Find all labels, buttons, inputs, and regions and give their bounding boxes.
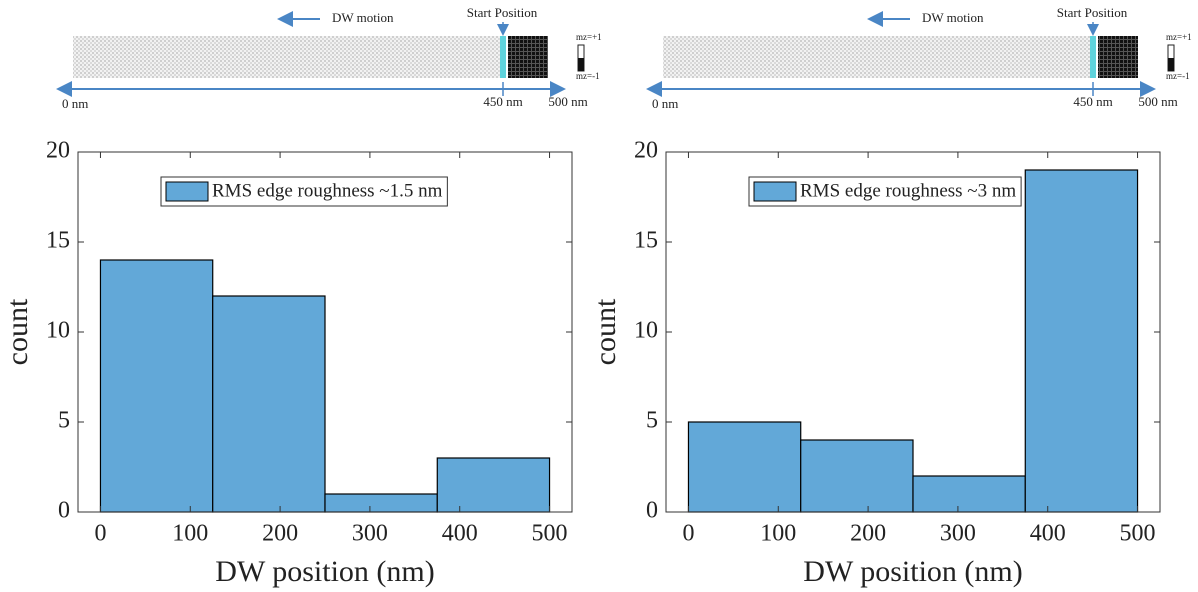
- axis-label: 0 nm: [652, 96, 678, 111]
- histogram-bar: [436, 457, 551, 513]
- x-tick-label: 300: [352, 521, 388, 547]
- y-tick-label: 5: [646, 408, 658, 434]
- colorbar-label: mz=-1: [576, 71, 600, 81]
- y-tick-label: 0: [646, 498, 658, 524]
- y-tick-label: 10: [46, 318, 70, 344]
- y-tick-label: 10: [634, 318, 658, 344]
- histogram-bar: [99, 259, 214, 513]
- colorbar-label: mz=-1: [1166, 71, 1190, 81]
- histogram-bar: [912, 475, 1026, 513]
- colorbar-label: mz=+1: [1166, 32, 1192, 42]
- x-tick-label: 500: [532, 521, 568, 547]
- legend-box: [160, 176, 448, 207]
- x-tick-label: 200: [850, 521, 886, 547]
- nanowire-strip: [663, 36, 1093, 78]
- histogram-bar: [800, 439, 914, 513]
- start-label: Start Position: [1057, 5, 1128, 20]
- y-tick-label: 15: [46, 228, 70, 254]
- histogram-bar: [687, 421, 802, 513]
- colorbar-label: mz=+1: [576, 32, 602, 42]
- x-tick-label: 100: [760, 521, 796, 547]
- start-label: Start Position: [467, 5, 538, 20]
- domain-down: [508, 36, 548, 78]
- nanowire-strip: [73, 36, 503, 78]
- motion-label: DW motion: [332, 10, 394, 25]
- legend-label: RMS edge roughness ~1.5 nm: [212, 180, 443, 201]
- legend-label: RMS edge roughness ~3 nm: [800, 180, 1016, 201]
- x-tick-label: 0: [94, 521, 106, 547]
- y-tick-label: 20: [46, 138, 70, 164]
- axis-label: 450 nm: [1073, 94, 1112, 109]
- axis-label: 500 nm: [1138, 94, 1177, 109]
- histogram-bar: [324, 493, 438, 513]
- histogram-bar: [1024, 169, 1139, 513]
- legend-swatch: [165, 181, 209, 202]
- histogram-bar: [212, 295, 326, 513]
- x-tick-label: 200: [262, 521, 298, 547]
- colorbar-dark: [1168, 58, 1174, 71]
- y-tick-label: 20: [634, 138, 658, 164]
- x-tick-label: 500: [1120, 521, 1156, 547]
- x-tick-label: 0: [682, 521, 694, 547]
- x-tick-label: 400: [442, 521, 478, 547]
- y-axis-label: count: [589, 298, 622, 365]
- x-tick-label: 400: [1030, 521, 1066, 547]
- motion-label: DW motion: [922, 10, 984, 25]
- y-tick-label: 15: [634, 228, 658, 254]
- domain-down: [1098, 36, 1138, 78]
- y-tick-label: 0: [58, 498, 70, 524]
- axis-label: 0 nm: [62, 96, 88, 111]
- x-tick-label: 100: [172, 521, 208, 547]
- domain-wall: [500, 36, 506, 78]
- x-axis-label: DW position (nm): [215, 555, 434, 588]
- x-axis-label: DW position (nm): [803, 555, 1022, 588]
- legend-swatch: [753, 181, 797, 202]
- axis-label: 500 nm: [548, 94, 587, 109]
- y-axis-label: count: [1, 298, 34, 365]
- x-tick-label: 300: [940, 521, 976, 547]
- y-tick-label: 5: [58, 408, 70, 434]
- domain-wall: [1090, 36, 1096, 78]
- colorbar-dark: [578, 58, 584, 71]
- axis-label: 450 nm: [483, 94, 522, 109]
